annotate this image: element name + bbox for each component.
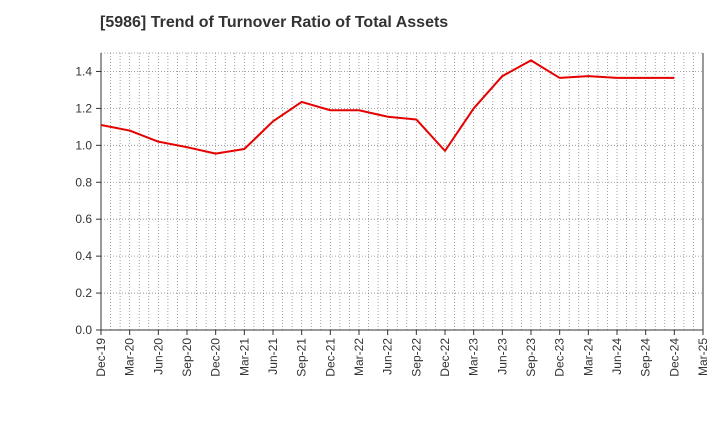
x-tick-label: Mar-21 [237,338,251,376]
x-tick-label: Sep-23 [524,338,538,377]
x-tick-label: Sep-24 [639,338,653,377]
x-tick-label: Mar-24 [581,338,595,376]
grid-lines [101,52,703,330]
x-tick-label: Dec-23 [553,338,567,377]
x-tick-label: Jun-20 [151,338,165,375]
x-tick-label: Mar-23 [467,338,481,376]
y-tick-label: 0.2 [75,286,92,300]
x-tick-label: Dec-21 [323,338,337,377]
y-tick-label: 0.0 [75,323,92,337]
x-tick-label: Jun-23 [495,338,509,375]
y-tick-label: 1.4 [75,64,92,78]
x-tick-label: Dec-22 [438,338,452,377]
y-tick-label: 0.8 [75,175,92,189]
x-tick-label: Mar-20 [123,338,137,376]
y-tick-labels: 0.0 0.2 0.4 0.6 0.8 1.0 1.2 1.4 [75,64,101,337]
x-tick-label: Jun-22 [381,338,395,375]
x-tick-label: Dec-19 [94,338,108,377]
y-tick-label: 1.2 [75,101,92,115]
axes [100,53,704,331]
y-tick-label: 0.6 [75,212,92,226]
x-tick-label: Mar-22 [352,338,366,376]
x-tick-label: Mar-25 [696,338,710,376]
x-tick-label: Sep-20 [180,338,194,377]
x-tick-labels: Dec-19 Mar-20 Jun-20 Sep-20 Dec-20 Mar-21 Jun-… [94,330,710,377]
x-tick-label: Dec-20 [209,338,223,377]
x-tick-label: Sep-21 [295,338,309,377]
y-tick-label: 0.4 [75,249,92,263]
x-tick-label: Sep-22 [409,338,423,377]
y-tick-label: 1.0 [75,138,92,152]
x-tick-label: Dec-24 [667,338,681,377]
x-tick-label: Jun-21 [266,338,280,375]
series-line [100,59,675,155]
data-series [100,59,675,155]
x-tick-label: Jun-24 [610,338,624,375]
chart-title: [5986] Trend of Turnover Ratio of Total … [100,14,449,31]
